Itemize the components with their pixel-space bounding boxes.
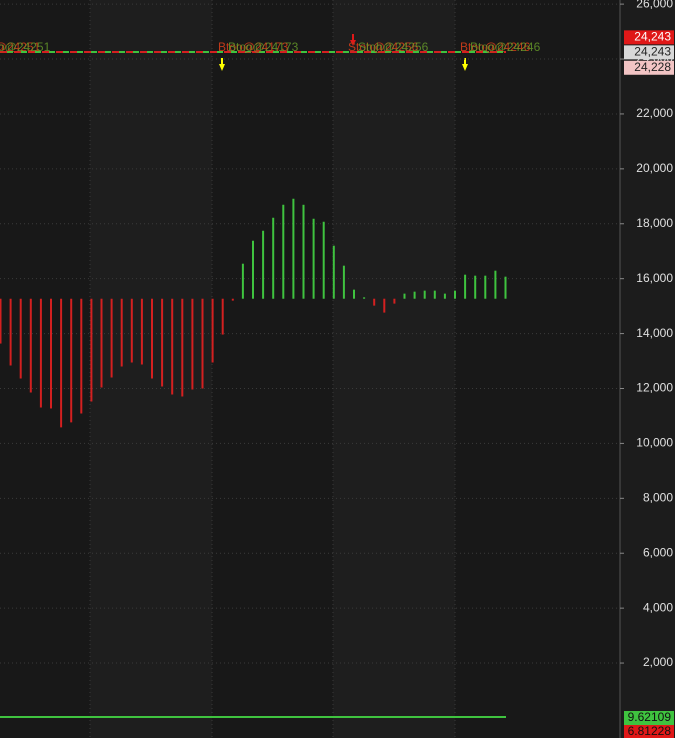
y-tick-label: 16,000	[636, 271, 673, 285]
price-marker-label: 24,243	[634, 45, 671, 59]
y-tick-label: 18,000	[636, 216, 673, 230]
y-tick-label: 8,000	[643, 490, 673, 504]
indicator-label: 9.62109	[628, 710, 672, 724]
session-band	[212, 0, 333, 738]
indicator-label: 6.81228	[628, 724, 672, 738]
session-band	[333, 0, 455, 738]
y-tick-label: 4,000	[643, 600, 673, 614]
signal-label: Btoo@24246	[460, 40, 531, 54]
session-band	[455, 0, 620, 738]
price-marker-label: 24,243	[634, 30, 671, 44]
y-tick-label: 14,000	[636, 326, 673, 340]
signal-label: Btoo@24251	[0, 40, 41, 54]
y-tick-label: 10,000	[636, 436, 673, 450]
price-marker-label: 24,228	[634, 60, 671, 74]
signal-label: Btoo@24246	[470, 40, 541, 54]
buy-arrow	[219, 58, 225, 71]
signal-label: Stoh@24256	[348, 40, 419, 54]
vertical-grid	[89, 0, 456, 738]
signal-label: Btoo@24173	[228, 40, 299, 54]
signal-label: Stoh@24256	[358, 40, 429, 54]
y-tick-label: 20,000	[636, 161, 673, 175]
y-tick-label: 12,000	[636, 381, 673, 395]
session-band	[0, 0, 90, 738]
price-marker	[624, 30, 674, 45]
indicator-marker	[624, 725, 674, 738]
sell-arrow	[350, 34, 356, 46]
y-tick-label: 2,000	[643, 655, 673, 669]
y-tick-label: 22,000	[636, 106, 673, 120]
y-tick-label: 6,000	[643, 545, 673, 559]
signal-label: Btoo@24251	[0, 40, 51, 54]
price-marker	[624, 45, 674, 60]
buy-arrow	[462, 58, 468, 71]
price-marker	[624, 60, 674, 75]
signal-label: Btoo@24173	[218, 40, 289, 54]
indicator-marker	[624, 711, 674, 725]
y-tick-label: 26,000	[636, 0, 673, 10]
